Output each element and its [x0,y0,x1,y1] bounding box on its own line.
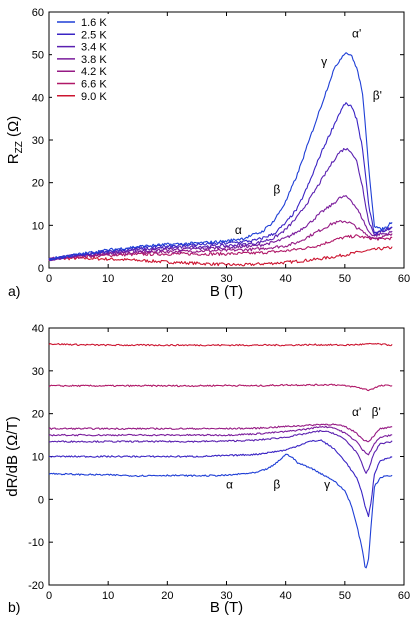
annotation-label: α [226,478,233,492]
y-tick-label: 0 [38,263,44,275]
x-tick-label: 20 [161,273,173,285]
x-tick-label: 0 [46,273,52,285]
y-axis-label: dR/dB (Ω/T) [4,416,21,496]
series-line-34K [48,429,393,474]
annotation-label: β [273,182,280,196]
y-tick-label: 50 [32,50,44,62]
x-tick-label: 40 [280,273,292,285]
y-axis-label: RZZ (Ω) [5,116,25,164]
y-tick-label: 40 [32,323,44,335]
chart-panel-2: 0 10 20 30 40 50 60 -20 -10 0 10 20 30 40 α β γ α' β' B (T)… [4,323,410,616]
series-line-16K [48,453,393,569]
series-line-90K [48,342,393,347]
y-tick-label: -20 [28,580,44,592]
annotation-label: γ [321,54,327,68]
y-axis-label-main: R [5,153,22,164]
annotation-label: α [235,223,242,237]
x-tick-label: 40 [280,590,292,602]
annotation-label: α' [352,405,361,419]
series-line-90K [48,246,393,267]
y-axis-label-unit: (Ω) [5,116,22,141]
series-line-66K [48,383,393,392]
x-tick-label: 20 [161,590,173,602]
legend-entry: 3.8 K [81,54,107,66]
panel-label: b) [8,599,20,615]
x-tick-label: 0 [46,590,52,602]
x-tick-label: 10 [102,590,114,602]
annotation-label: β [273,478,280,492]
x-axis-label: B (T) [210,283,243,300]
x-axis-label: B (T) [210,599,243,616]
series-line-38K [48,425,393,456]
x-tick-label: 30 [220,273,232,285]
legend: 1.6 K2.5 K3.4 K3.8 K4.2 K6.6 K9.0 K [52,14,122,105]
y-tick-label: 10 [32,452,44,464]
series-line-16K [48,52,393,261]
x-tick-label: 60 [398,273,410,285]
x-tick-label: 30 [220,590,232,602]
panel-label: a) [8,283,20,299]
annotation-label: γ [324,478,330,492]
legend-entry: 1.6 K [81,17,107,29]
series-line-38K [48,195,393,262]
chart-panel-1: 0 10 20 30 40 50 60 0 10 20 30 40 50 60 α β γ α' β' B (T) a)… [5,7,410,300]
y-tick-label: 30 [32,366,44,378]
y-tick-label: -10 [28,537,44,549]
annotation-label: β' [372,405,381,419]
x-tick-label: 50 [339,590,351,602]
legend-entry: 6.6 K [81,79,107,91]
y-tick-label: 40 [32,92,44,104]
series-line-25K [48,102,393,262]
y-tick-label: 0 [38,494,44,506]
series-line-66K [48,234,393,261]
y-tick-label: 30 [32,135,44,147]
y-axis-label-subscript: ZZ [14,141,25,153]
x-tick-label: 10 [102,273,114,285]
annotation-label: α' [352,27,361,41]
y-tick-label: 20 [32,409,44,421]
legend-entry: 4.2 K [81,66,107,78]
legend-entry: 2.5 K [81,29,107,41]
y-tick-label: 10 [32,220,44,232]
legend-entry: 9.0 K [81,91,107,103]
series-line-25K [48,439,393,518]
annotation-label: β' [373,88,382,102]
y-tick-label: 60 [32,7,44,19]
x-tick-label: 60 [398,590,410,602]
series-line-42K [48,423,393,443]
y-tick-label: 20 [32,178,44,190]
legend-entry: 3.4 K [81,42,107,54]
x-tick-label: 50 [339,273,351,285]
